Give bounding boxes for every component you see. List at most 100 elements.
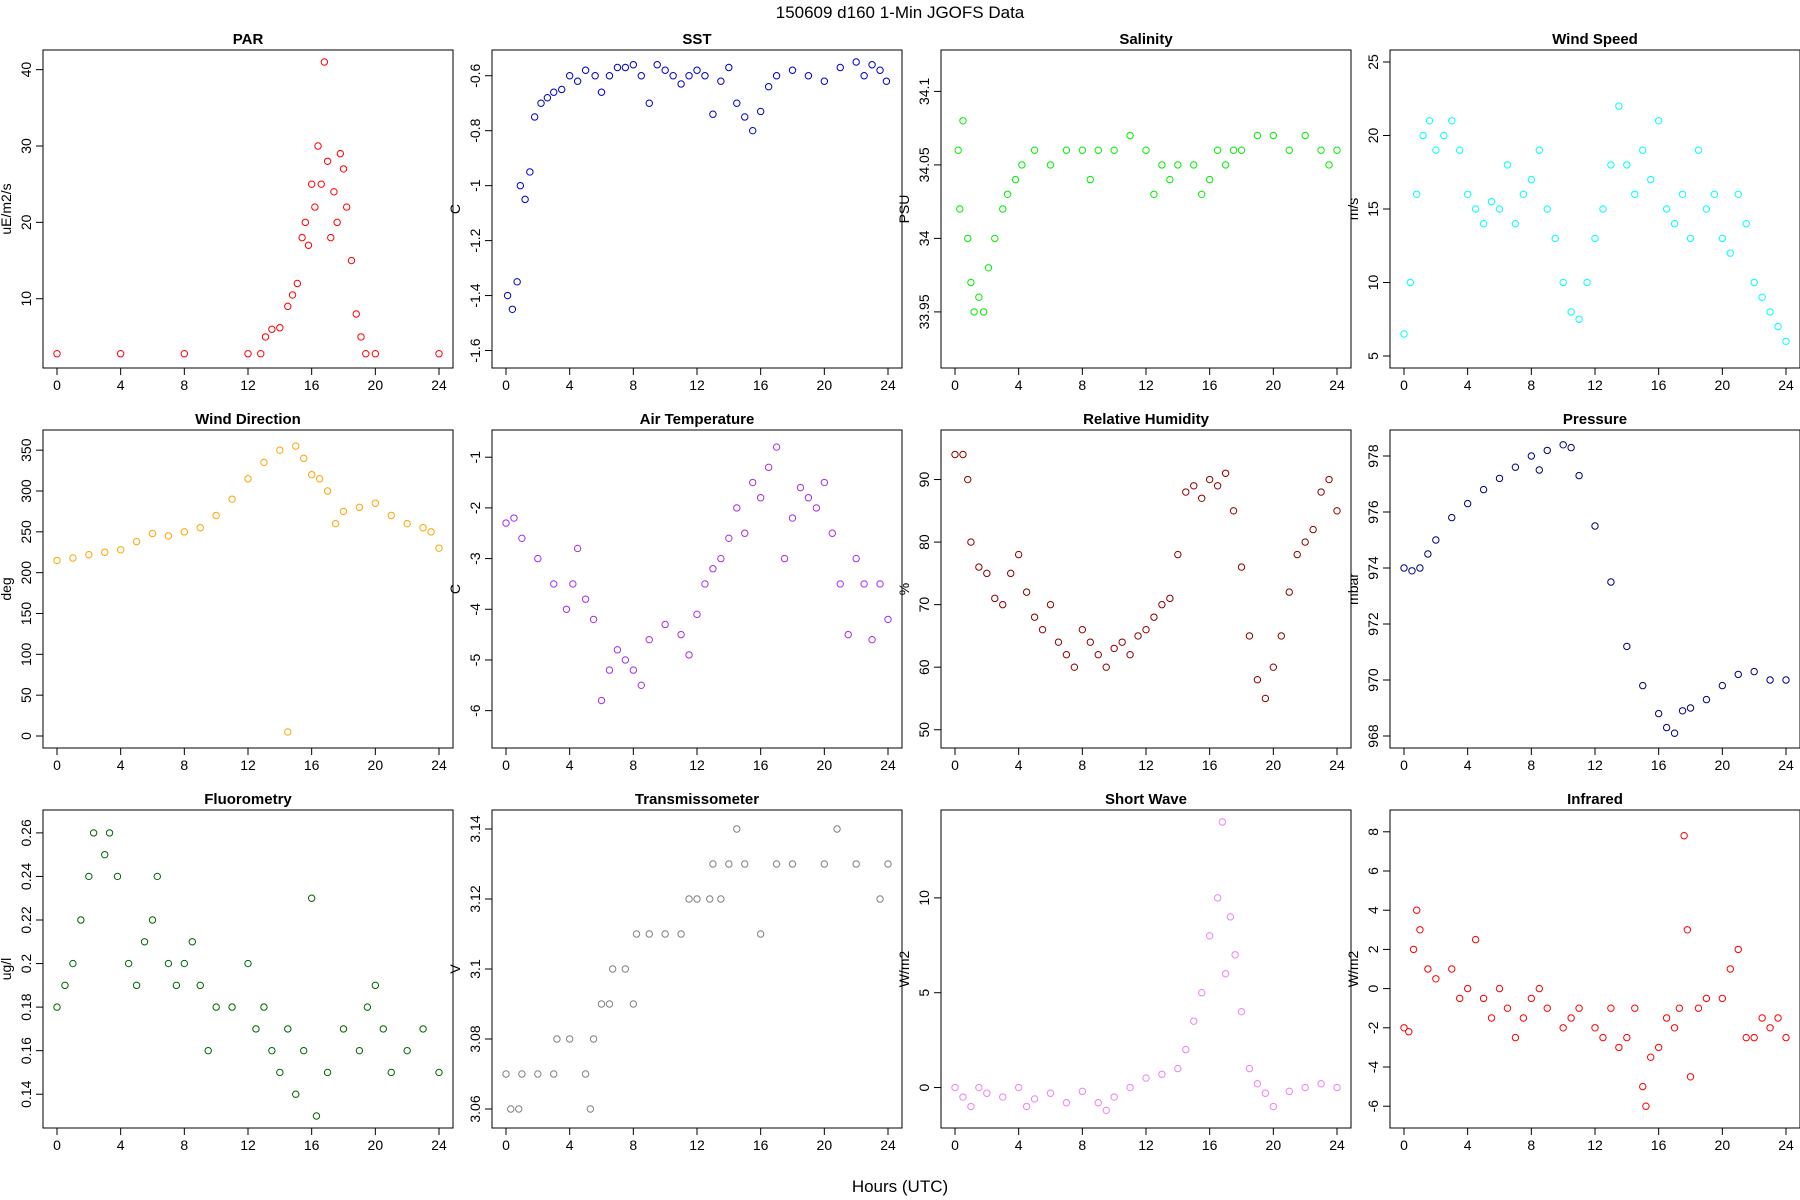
data-point [1432, 146, 1440, 154]
data-point [1543, 205, 1551, 213]
data-point [876, 580, 884, 588]
data-point [1038, 625, 1047, 634]
x-tick-label: 4 [1015, 377, 1023, 393]
x-tick-label: 20 [1266, 757, 1282, 773]
y-tick-label: 0 [916, 1083, 932, 1091]
x-tick-label: 12 [240, 1137, 256, 1153]
data-point [77, 916, 85, 924]
data-point [756, 930, 765, 938]
data-point [967, 1102, 975, 1111]
data-point [1654, 709, 1663, 718]
data-point [1166, 594, 1174, 603]
data-point [1094, 146, 1102, 154]
data-point [1471, 935, 1480, 944]
data-point [1766, 308, 1774, 316]
data-point [1662, 723, 1671, 732]
data-point [964, 475, 972, 484]
data-point [339, 165, 348, 173]
data-point [868, 635, 876, 644]
data-point [1102, 663, 1110, 671]
data-point [991, 594, 999, 603]
data-point [756, 494, 765, 502]
x-tick-label: 24 [1329, 377, 1345, 393]
data-point [597, 88, 606, 96]
data-point [89, 829, 98, 837]
y-tick-label: -1.6 [467, 338, 483, 362]
x-tick-label: 12 [1587, 1137, 1603, 1153]
data-point [164, 532, 173, 540]
data-point [1463, 499, 1472, 508]
data-point [1448, 965, 1456, 973]
y-tick-label: 0.26 [18, 819, 34, 846]
y-tick-label: -3 [467, 552, 483, 565]
x-tick-label: 12 [689, 1137, 705, 1153]
data-point [645, 930, 653, 938]
data-point [959, 117, 967, 125]
data-point [975, 563, 983, 571]
series-points [951, 450, 1341, 703]
data-point [959, 450, 967, 459]
x-tick-label: 0 [1400, 377, 1408, 393]
y-tick-label: 50 [916, 722, 932, 738]
data-point [693, 610, 701, 619]
data-point [403, 519, 411, 528]
x-tick-label: 20 [817, 377, 833, 393]
data-point [300, 454, 308, 463]
x-tick-label: 8 [629, 757, 637, 773]
data-point [565, 72, 574, 80]
data-point [685, 651, 693, 659]
y-tick-label: 33.95 [916, 294, 932, 329]
data-point [113, 872, 122, 881]
data-point [605, 72, 614, 80]
y-axis-label: deg [0, 577, 14, 600]
data-point [1014, 550, 1023, 559]
data-point [562, 605, 571, 613]
x-tick-label: 20 [1266, 377, 1282, 393]
data-point [188, 938, 196, 946]
data-point [1575, 471, 1583, 480]
panel-title: Wind Direction [195, 411, 301, 428]
data-point [1182, 488, 1190, 496]
x-tick-label: 4 [1464, 757, 1472, 773]
data-point [1774, 1014, 1782, 1022]
data-point [362, 350, 370, 358]
x-tick-label: 12 [1587, 377, 1603, 393]
x-tick-label: 16 [1651, 757, 1667, 773]
y-tick-label: 3.12 [467, 885, 483, 912]
data-point [1559, 278, 1567, 287]
panel-title: SST [682, 31, 711, 48]
y-tick-label: 15 [1365, 201, 1381, 217]
data-point [314, 142, 322, 150]
data-point [1647, 1053, 1655, 1061]
data-point [1213, 894, 1222, 902]
data-point [148, 529, 157, 538]
data-point [1174, 550, 1182, 559]
data-point [435, 544, 443, 552]
data-point [1710, 190, 1719, 199]
y-axis-label: V [447, 964, 463, 974]
data-point [558, 85, 566, 94]
data-point [1030, 146, 1039, 154]
data-point [669, 72, 677, 80]
data-point [503, 291, 512, 300]
data-point [518, 1070, 526, 1078]
data-point [637, 681, 645, 690]
x-tick-label: 20 [1715, 1137, 1731, 1153]
data-point [613, 646, 622, 654]
panel-title: Transmissometer [635, 791, 759, 808]
data-point [180, 959, 189, 968]
data-point [357, 333, 365, 341]
data-point [379, 1025, 387, 1033]
data-point [1511, 220, 1520, 228]
plot-box [940, 49, 1352, 369]
panel-wind-speed: Wind Speed 0 4 8 12 16 20 24 5 10 15 20 25 m/s [1345, 31, 1800, 393]
data-point [1229, 146, 1238, 154]
data-point [605, 666, 614, 674]
data-point [1535, 466, 1543, 474]
x-tick-label: 0 [53, 757, 61, 773]
data-point [1416, 564, 1424, 572]
data-point [725, 860, 733, 868]
x-tick-label: 16 [1202, 1137, 1218, 1153]
data-point [581, 595, 590, 603]
data-point [581, 1070, 590, 1078]
